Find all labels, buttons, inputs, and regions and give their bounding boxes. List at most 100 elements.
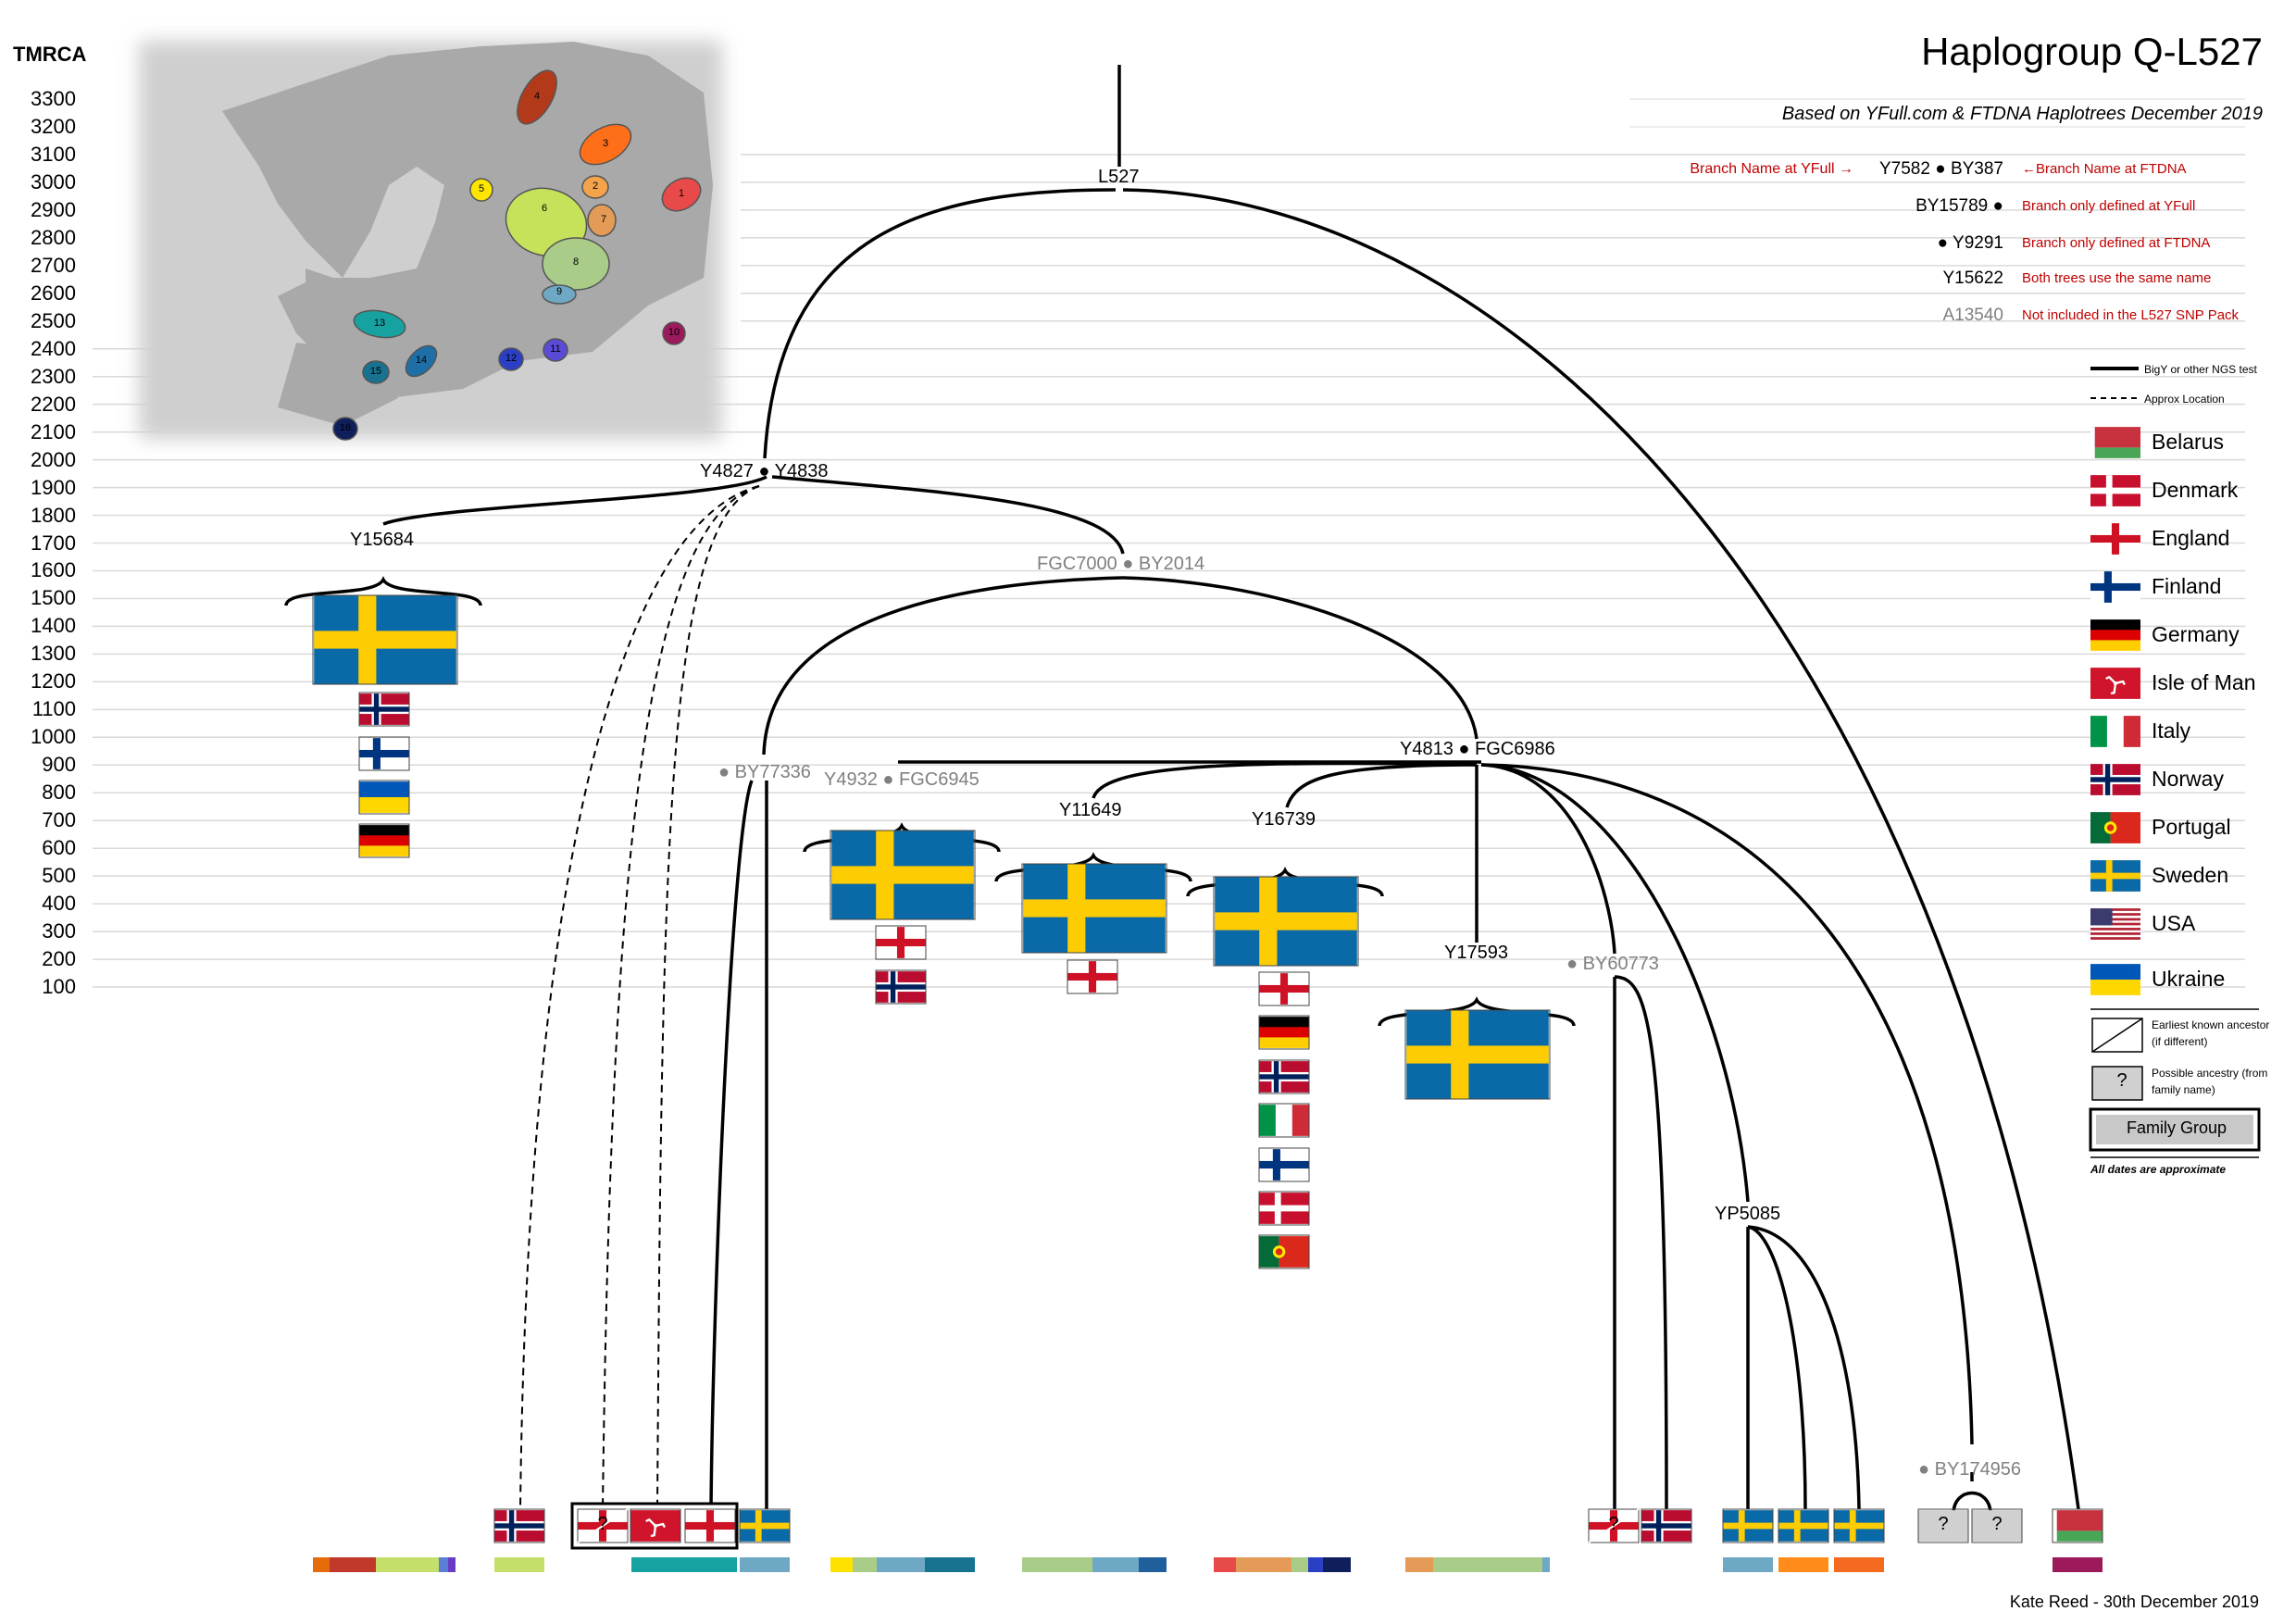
y-tick-label: 2600 xyxy=(31,281,76,305)
flag-border xyxy=(1258,1103,1310,1138)
map-region-8 xyxy=(542,237,610,291)
region-bar-segment xyxy=(1139,1557,1167,1572)
flag-border xyxy=(358,780,410,815)
map-region-label: 6 xyxy=(541,203,548,214)
y-tick-label: 1800 xyxy=(31,503,76,527)
key-description: Not included in the L527 SNP Pack xyxy=(2022,307,2240,323)
node-y16739: Y16739 xyxy=(1252,809,1316,830)
branch-line xyxy=(1378,996,1576,1027)
legend-family-group-label: Family Group xyxy=(2126,1118,2227,1137)
key-description: Branch only defined at FTDNA xyxy=(2022,235,2211,251)
map-region-12 xyxy=(498,347,524,371)
legend-earliest-ancestor-label: Earliest known ancestor (if different) xyxy=(2152,1018,2270,1048)
map-region-16 xyxy=(332,417,358,441)
map-region-label: 1 xyxy=(678,188,685,199)
flag-finland xyxy=(1259,1149,1309,1181)
legend-flag-norway xyxy=(2090,764,2140,795)
y-tick-label: 1000 xyxy=(31,725,76,749)
y-tick-label: 400 xyxy=(42,892,76,916)
branch-line xyxy=(1092,761,1478,799)
y-tick-label: 1100 xyxy=(31,697,76,721)
region-bar-segment xyxy=(1092,1557,1139,1572)
flag-border xyxy=(739,1508,791,1543)
key-example: A13540 xyxy=(1942,306,2003,325)
branch-line xyxy=(994,852,1192,882)
map-region-label: 13 xyxy=(373,318,386,329)
legend-country-label: Norway xyxy=(2152,767,2224,791)
flag-sweden xyxy=(314,595,456,684)
region-bar-segment xyxy=(1542,1557,1550,1572)
map-region-label: 8 xyxy=(572,256,580,268)
flag-sweden xyxy=(831,831,974,919)
branch-line xyxy=(1480,763,1616,955)
flag-sweden xyxy=(740,1510,790,1542)
node-fgc7000: FGC7000 ● BY2014 xyxy=(1037,554,1205,574)
flag-border xyxy=(2052,1508,2103,1543)
flag-border xyxy=(830,830,976,920)
region-bar-segment xyxy=(439,1557,448,1572)
flag-norway xyxy=(359,693,409,725)
legend-flag-belarus xyxy=(2090,427,2140,458)
axis-label: TMRCA xyxy=(13,43,87,66)
flag-border xyxy=(1258,1015,1310,1050)
region-bar-segment xyxy=(376,1557,439,1572)
region-bar-segment xyxy=(330,1557,376,1572)
y-tick-label: 300 xyxy=(42,919,76,943)
map-region-label: 10 xyxy=(668,327,680,338)
region-bar-segment xyxy=(1778,1557,1828,1572)
map-region-14 xyxy=(405,344,438,378)
legend-flag-usa xyxy=(2090,908,2140,940)
flag-germany xyxy=(1259,1017,1309,1048)
flag-italy xyxy=(1259,1105,1309,1136)
branch-line xyxy=(763,188,1117,459)
branch-line xyxy=(709,780,754,1510)
legend-family-group-inner xyxy=(2096,1115,2253,1144)
legend-country-label: USA xyxy=(2152,911,2196,935)
legend-flag-finland xyxy=(2090,571,2140,603)
page-title: Haplogroup Q-L527 xyxy=(1921,30,2263,73)
legend-country-label: Portugal xyxy=(2152,815,2231,839)
branch-line xyxy=(1122,576,1479,740)
region-bar-segment xyxy=(877,1557,925,1572)
flag-england xyxy=(1259,973,1309,1005)
key-description: Both trees use the same name xyxy=(2022,270,2212,286)
flag-norway xyxy=(1641,1510,1691,1542)
region-bar-segment xyxy=(313,1557,330,1572)
map-region-7 xyxy=(587,204,617,237)
map-region-2 xyxy=(581,175,609,199)
key-example: ● Y9291 xyxy=(1937,233,2003,253)
node-y11649: Y11649 xyxy=(1059,800,1122,820)
map-region-label: 15 xyxy=(369,366,382,377)
flag-border xyxy=(875,925,927,960)
branch-line xyxy=(1747,1225,1807,1510)
map-region-label: 9 xyxy=(555,286,563,297)
node-y17593: Y17593 xyxy=(1444,943,1508,963)
legend-country-label: Isle of Man xyxy=(2152,670,2256,694)
branch-line xyxy=(1952,1491,1992,1515)
flag-border xyxy=(1213,876,1359,967)
y-tick-label: 1500 xyxy=(31,586,76,610)
map-region-label: 5 xyxy=(478,183,485,194)
branch-line xyxy=(1285,763,1478,808)
node-by174956: ● BY174956 xyxy=(1918,1459,2022,1480)
region-bar-segment xyxy=(1433,1557,1542,1572)
y-tick-label: 2000 xyxy=(31,447,76,471)
region-bar-segment xyxy=(1308,1557,1323,1572)
flag-norway xyxy=(1259,1061,1309,1093)
branch-line xyxy=(1480,763,1974,1445)
legend-country-label: Denmark xyxy=(2152,478,2239,502)
possible-ancestry-mark: ? xyxy=(1608,1514,1619,1534)
region-bar-segment xyxy=(1236,1557,1292,1572)
flag-sweden xyxy=(1778,1510,1828,1542)
flag-border xyxy=(1021,863,1167,954)
legend-dashed-line-label: Approx Location xyxy=(2144,393,2225,406)
y-tick-label: 3000 xyxy=(31,169,76,194)
region-bar-segment xyxy=(1214,1557,1236,1572)
flag-sweden xyxy=(1406,1010,1549,1099)
key-description: Branch only defined at YFull xyxy=(2022,198,2196,214)
branch-line xyxy=(284,576,482,606)
y-tick-label: 600 xyxy=(42,836,76,860)
legend-flag-portugal xyxy=(2090,812,2140,843)
tree-lines xyxy=(284,65,2080,1515)
region-bar-segment xyxy=(740,1557,790,1572)
